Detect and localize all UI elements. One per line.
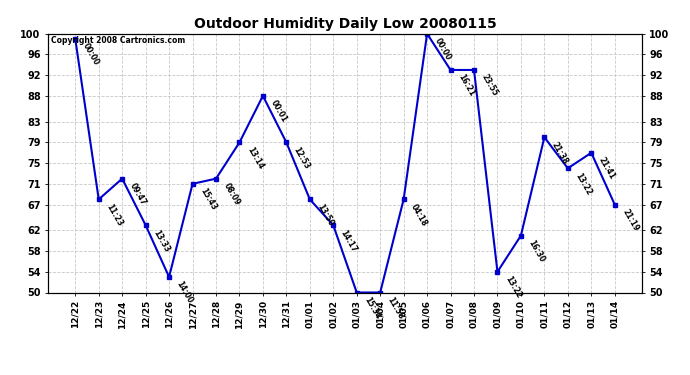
Text: 13:33: 13:33: [151, 228, 171, 254]
Text: 13:22: 13:22: [503, 274, 523, 300]
Text: 09:47: 09:47: [128, 182, 148, 207]
Text: 08:09: 08:09: [221, 182, 242, 207]
Text: 23:55: 23:55: [480, 73, 500, 98]
Text: 00:00: 00:00: [433, 36, 453, 62]
Text: 16:30: 16:30: [526, 238, 546, 264]
Text: 14:00: 14:00: [175, 280, 195, 305]
Text: 13:22: 13:22: [573, 171, 593, 196]
Text: Copyright 2008 Cartronics.com: Copyright 2008 Cartronics.com: [51, 36, 186, 45]
Title: Outdoor Humidity Daily Low 20080115: Outdoor Humidity Daily Low 20080115: [194, 17, 496, 31]
Text: 11:58: 11:58: [386, 295, 406, 321]
Text: 15:34: 15:34: [362, 295, 382, 321]
Text: 00:01: 00:01: [268, 99, 288, 124]
Text: 04:18: 04:18: [409, 202, 429, 228]
Text: 13:50: 13:50: [315, 202, 335, 227]
Text: 12:53: 12:53: [292, 145, 312, 171]
Text: 11:23: 11:23: [104, 202, 124, 228]
Text: 14:17: 14:17: [339, 228, 359, 254]
Text: 00:00: 00:00: [81, 42, 101, 67]
Text: 16:21: 16:21: [456, 73, 476, 98]
Text: 15:43: 15:43: [198, 187, 218, 212]
Text: 13:14: 13:14: [245, 145, 265, 171]
Text: 21:19: 21:19: [620, 207, 640, 233]
Text: 21:38: 21:38: [550, 140, 570, 165]
Text: 21:41: 21:41: [597, 156, 617, 181]
